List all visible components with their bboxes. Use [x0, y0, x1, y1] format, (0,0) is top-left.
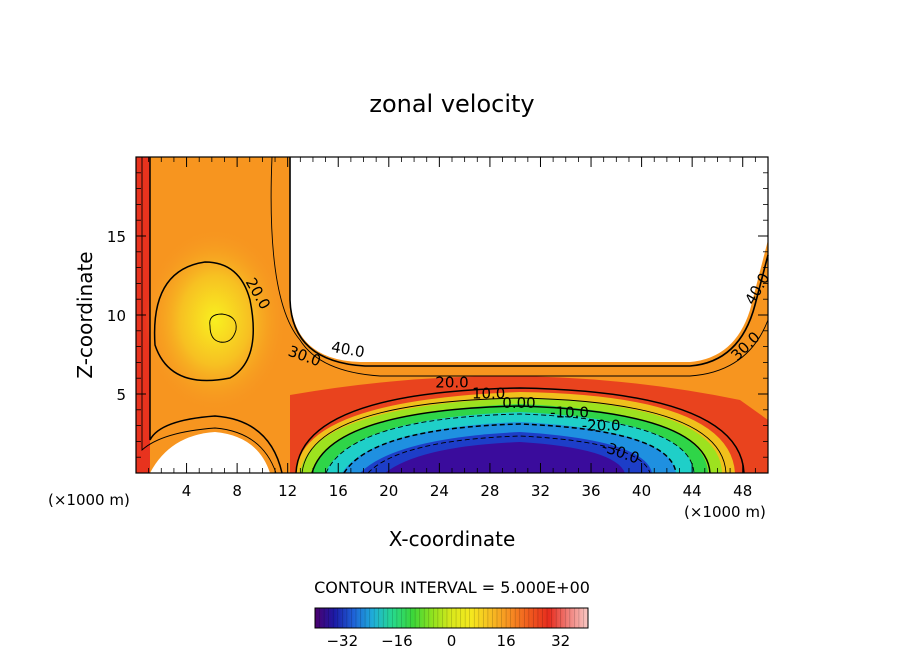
x-tick-label: 4 [182, 482, 192, 500]
contour-label: -10.0 [550, 404, 589, 422]
contour-neg10 [325, 413, 695, 474]
colorbar-tick-label: −16 [381, 632, 413, 650]
colorbar-tick-label: −32 [326, 632, 358, 650]
contour-10-band [301, 397, 727, 474]
contour-0 [311, 405, 711, 474]
x-tick-label: 28 [480, 482, 499, 500]
x-tick-label: 32 [531, 482, 550, 500]
contour-25-inner [209, 313, 237, 343]
x-tick-label: 44 [683, 482, 702, 500]
contour-left-30 [149, 157, 283, 474]
x-unit-left: (×1000 m) [48, 491, 130, 509]
blank-region-upper-right [290, 157, 768, 362]
colorbar-tick-label: 16 [497, 632, 516, 650]
y-axis-label: Z-coordinate [73, 251, 97, 378]
contour-lines [141, 156, 769, 474]
colorbar-tick-label: 0 [447, 632, 457, 650]
y-tick-label: 5 [116, 386, 126, 404]
contour-neg30 [367, 435, 651, 474]
x-tick-label: 48 [733, 482, 752, 500]
contour-label: -20.0 [582, 416, 621, 434]
x-tick-label: 40 [632, 482, 651, 500]
x-tick-label: 36 [581, 482, 600, 500]
contour-20-loop [153, 261, 254, 382]
field-maximum [145, 230, 285, 410]
x-axis: 4 8 12 16 20 24 28 32 36 40 44 48 [148, 157, 756, 500]
y-tick-label: 10 [107, 307, 126, 325]
contour-label: 20.0 [435, 374, 468, 392]
contour-label: 10.0 [472, 385, 505, 403]
contour-label: 0.00 [502, 394, 535, 412]
x-tick-label: 24 [430, 482, 449, 500]
colorbar-fill [314, 607, 589, 629]
contour-30-upper [270, 156, 769, 377]
colorbar-tick-label: 32 [551, 632, 570, 650]
y-axis: 5 10 15 [107, 172, 768, 458]
y-tick-label: 15 [107, 228, 126, 246]
x-tick-label: 12 [278, 482, 297, 500]
contour-label: 40.0 [330, 338, 366, 362]
x-unit-right: (×1000 m) [684, 503, 766, 521]
x-tick-label: 16 [329, 482, 348, 500]
blank-region-lower-left [150, 432, 270, 473]
field-negative-7 [385, 442, 625, 473]
contour-labels: 20.040.030.020.010.00.00-10.0-20.0-30.04… [242, 270, 774, 468]
chart-title: zonal velocity [369, 90, 534, 118]
x-axis-label: X-coordinate [389, 527, 516, 551]
colorbar: −32 −16 0 16 32 [314, 607, 589, 650]
contour-20-band [295, 387, 745, 474]
contour-40-upper [289, 157, 769, 367]
x-tick-label: 20 [379, 482, 398, 500]
contour-left-40 [141, 157, 277, 474]
contour-neg20 [343, 423, 677, 474]
plot-area [136, 157, 768, 473]
contour-interval-text: CONTOUR INTERVAL = 5.000E+00 [314, 578, 590, 597]
x-tick-label: 8 [232, 482, 242, 500]
